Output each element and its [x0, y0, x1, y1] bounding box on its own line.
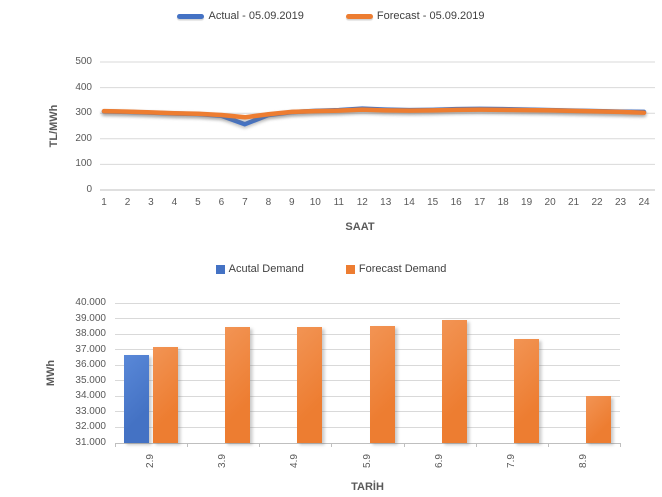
forecast-line-marker-icon [345, 13, 373, 19]
actual-line-marker-icon [177, 13, 205, 19]
demand-plot-area: 2.9 3.9 4.9 5.9 6.9 7.9 8.9 [115, 302, 621, 468]
demand-y-tick-label: 31.000 [75, 437, 106, 448]
demand-y-tick-label: 37.000 [75, 343, 106, 355]
price-y-tick-label: 500 [75, 56, 92, 67]
demand-gridline [115, 333, 620, 335]
demand-y-tick-label: 35.000 [75, 374, 106, 386]
bar-forecast-demand[interactable] [225, 327, 251, 443]
legend-item-actual-price[interactable]: Actual - 05.09.2019 [177, 10, 304, 22]
demand-gridline [115, 395, 620, 397]
bar-forecast-demand[interactable] [369, 326, 395, 443]
forecast-price-line[interactable] [101, 107, 647, 120]
demand-gridline [115, 364, 620, 366]
price-y-tick-label: 200 [75, 132, 92, 144]
demand-axis-tick-icon [115, 443, 116, 447]
price-x-tick-label: 24 [638, 197, 650, 208]
price-x-tick-label: 19 [521, 197, 533, 208]
demand-y-tick-label: 36.000 [75, 359, 106, 371]
price-x-tick-label: 22 [591, 197, 603, 208]
demand-axis-tick-icon [331, 443, 333, 447]
demand-gridline [115, 349, 620, 351]
legend-label-forecast-demand: Forecast Demand [358, 263, 447, 275]
demand-gridline [115, 318, 620, 320]
demand-y-tick-label: 32.000 [75, 421, 106, 433]
demand-y-tick-label: 40.000 [75, 297, 106, 308]
bar-forecast-demand[interactable] [513, 338, 539, 443]
price-x-tick-label: 6 [218, 197, 225, 208]
demand-chart-legend: Acutal Demand Forecast Demand [0, 263, 662, 275]
price-x-tick-label: 20 [544, 197, 556, 208]
price-x-tick-label: 8 [265, 197, 272, 208]
price-y-tick-label: 400 [75, 81, 92, 93]
demand-gridline [115, 380, 620, 382]
demand-x-axis-line [115, 442, 620, 444]
demand-gridline [115, 426, 620, 428]
demand-x-tick-label: 7.9 [505, 454, 517, 468]
bar-forecast-demand[interactable] [441, 320, 467, 443]
forecast-square-marker-icon [345, 264, 355, 274]
demand-axis-tick-icon [187, 443, 189, 447]
price-x-tick-label: 11 [333, 197, 344, 208]
demand-y-tick-label: 34.000 [75, 390, 106, 402]
price-x-tick-label: 3 [148, 197, 154, 208]
demand-axis-tick-icon [259, 443, 261, 447]
demand-gridline [115, 411, 620, 413]
actual-square-marker-icon [215, 264, 225, 274]
price-x-tick-label: 9 [289, 197, 295, 208]
price-x-tick-label: 17 [474, 197, 486, 208]
demand-y-tick-label: 33.000 [75, 405, 106, 417]
demand-x-tick-label: 4.9 [289, 454, 301, 468]
price-x-axis-title: SAAT [345, 221, 375, 233]
price-x-tick-label: 2 [124, 197, 131, 208]
demand-x-tick-label: 3.9 [217, 454, 229, 468]
price-x-tick-label: 21 [568, 197, 580, 208]
price-y-tick-label: 0 [86, 184, 92, 195]
bar-forecast-demand[interactable] [297, 327, 323, 443]
price-x-tick-label: 13 [380, 197, 392, 208]
price-x-tick-label: 12 [356, 197, 368, 208]
demand-x-tick-label: 5.9 [361, 454, 373, 468]
demand-gridline [115, 302, 620, 304]
legend-item-actual-demand[interactable]: Acutal Demand [215, 263, 304, 275]
demand-axis-tick-icon [547, 443, 549, 447]
price-y-tick-label: 100 [75, 158, 92, 170]
price-plot-area [100, 61, 655, 191]
demand-axis-tick-icon [620, 443, 621, 447]
demand-x-tick-label: 6.9 [433, 454, 445, 468]
demand-x-tick-label: 2.9 [145, 454, 157, 468]
price-x-tick-label: 4 [171, 197, 178, 208]
price-chart-legend: Actual - 05.09.2019 Forecast - 05.09.201… [0, 10, 662, 22]
demand-axis-tick-icon [403, 443, 405, 447]
price-x-tick-label: 23 [614, 197, 627, 208]
legend-label-forecast-price: Forecast - 05.09.2019 [376, 10, 485, 22]
price-x-tick-label: 5 [195, 197, 201, 208]
legend-label-actual-price: Actual - 05.09.2019 [208, 10, 304, 22]
price-x-tick-label: 18 [497, 197, 509, 208]
price-x-tick-label: 15 [427, 197, 439, 208]
legend-item-forecast-demand[interactable]: Forecast Demand [345, 263, 447, 275]
price-y-tick-label: 300 [75, 107, 92, 119]
demand-y-tick-label: 38.000 [75, 328, 106, 340]
price-x-tick-label: 10 [309, 197, 321, 208]
price-line-canvas [100, 61, 655, 191]
legend-label-actual-demand: Acutal Demand [228, 263, 304, 275]
legend-item-forecast-price[interactable]: Forecast - 05.09.2019 [345, 10, 485, 22]
price-x-tick-label: 14 [403, 197, 415, 208]
price-chart[interactable]: Actual - 05.09.2019 Forecast - 05.09.201… [0, 0, 662, 245]
demand-chart[interactable]: Acutal Demand Forecast Demand MWh 2.9 3.9… [0, 250, 662, 497]
demand-x-tick-label: 8.9 [577, 454, 589, 468]
bar-forecast-demand[interactable] [585, 395, 611, 443]
price-x-tick-label: 7 [242, 197, 248, 208]
price-x-tick-label: 1 [101, 197, 107, 208]
price-x-tick-label: 16 [450, 197, 462, 208]
demand-x-axis-title: TARİH [351, 481, 384, 493]
bar-forecast-demand[interactable] [153, 347, 179, 443]
demand-axis-tick-icon [475, 443, 477, 447]
bar-actual-demand[interactable] [124, 355, 150, 443]
demand-y-tick-label: 39.000 [75, 312, 106, 324]
